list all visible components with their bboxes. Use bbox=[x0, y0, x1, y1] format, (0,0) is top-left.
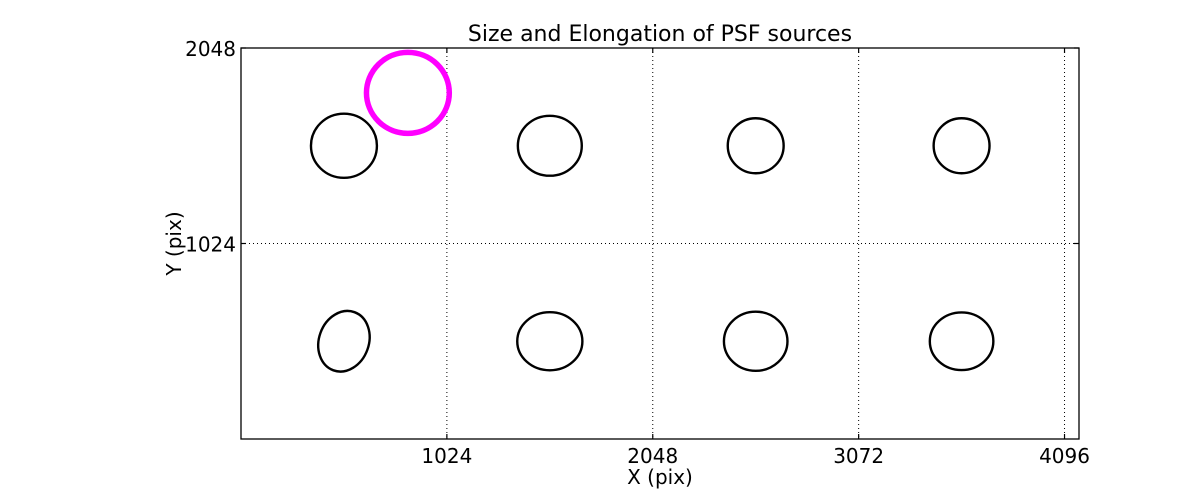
x-tick-label: 2048 bbox=[627, 444, 678, 468]
y-tick-label: 2048 bbox=[185, 37, 236, 61]
psf-source-ellipse bbox=[928, 311, 995, 372]
y-axis-label: Y (pix) bbox=[162, 211, 186, 276]
psf-source-ellipses bbox=[309, 49, 995, 373]
axis-tick-labels: 1024 2048 3072 4096 1024 2048 bbox=[185, 37, 1090, 468]
x-tick-label: 4096 bbox=[1039, 444, 1090, 468]
x-tick-label: 1024 bbox=[421, 444, 472, 468]
psf-source-ellipse bbox=[932, 117, 991, 175]
x-axis-label: X (pix) bbox=[627, 465, 693, 489]
psf-source-ellipse bbox=[726, 117, 785, 175]
axis-tick-marks bbox=[241, 47, 1079, 439]
y-tick-label: 1024 bbox=[185, 233, 236, 257]
psf-source-ellipse bbox=[309, 112, 379, 180]
x-tick-label: 3072 bbox=[833, 444, 884, 468]
psf-source-ellipse bbox=[516, 311, 584, 372]
psf-source-ellipse bbox=[722, 310, 789, 373]
psf-source-ellipse bbox=[317, 309, 371, 373]
reference-psf-circle bbox=[363, 49, 453, 137]
psf-source-ellipse bbox=[516, 114, 583, 177]
plot-title: Size and Elongation of PSF sources bbox=[468, 22, 852, 47]
